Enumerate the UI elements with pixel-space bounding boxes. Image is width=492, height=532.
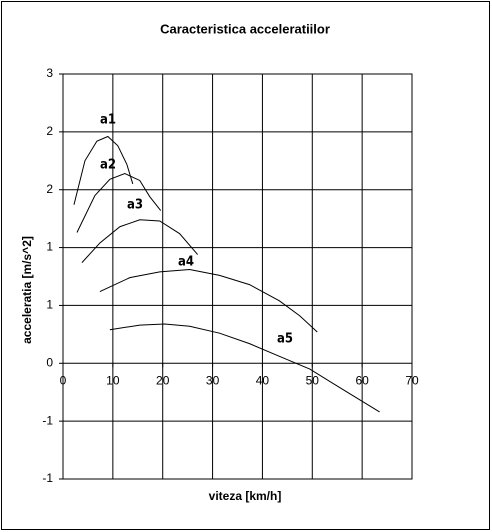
x-tick-label: 60 — [355, 373, 369, 387]
series-line — [73, 135, 134, 205]
x-tick-label: 40 — [256, 373, 270, 387]
series-line — [76, 172, 162, 233]
y-tick-label: -1 — [42, 413, 53, 427]
x-axis-label: viteza [km/h] — [209, 489, 282, 503]
y-tick-label: 3 — [46, 66, 53, 80]
y-tick-label: 1 — [46, 298, 53, 312]
series-label: a3 — [127, 198, 143, 213]
series-line — [81, 219, 198, 263]
x-tick-label: 50 — [306, 373, 320, 387]
series-label: a2 — [100, 158, 116, 173]
plot-area — [62, 73, 413, 480]
series-label: a1 — [100, 113, 116, 128]
x-tick-label: 20 — [156, 373, 170, 387]
y-tick-label: 2 — [46, 182, 53, 196]
series-line — [99, 269, 318, 333]
series-line — [109, 323, 380, 413]
y-tick-label: 0 — [46, 355, 53, 369]
y-tick-label: -1 — [42, 471, 53, 485]
x-tick-label: 10 — [106, 373, 120, 387]
y-tick-label: 1 — [46, 240, 53, 254]
y-tick-label: 2 — [46, 124, 53, 138]
y-axis-label: acceleratia [m/s^2] — [20, 236, 34, 344]
series-label: a5 — [277, 332, 293, 347]
series-label: a4 — [178, 255, 194, 270]
x-tick-label: 30 — [206, 373, 220, 387]
chart-title: Caracteristica acceleratiilor — [160, 21, 330, 36]
